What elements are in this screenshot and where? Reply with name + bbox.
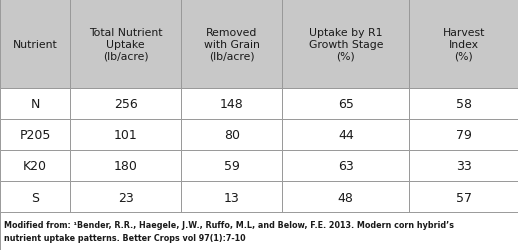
Bar — [0, 151, 70, 182]
Text: 256: 256 — [114, 98, 137, 111]
Bar — [282, 151, 409, 182]
Text: 180: 180 — [113, 160, 138, 173]
Text: 33: 33 — [456, 160, 471, 173]
Bar — [181, 89, 282, 120]
Bar — [70, 0, 181, 89]
Bar — [409, 0, 518, 89]
Bar — [181, 151, 282, 182]
Text: 58: 58 — [456, 98, 471, 111]
Text: Harvest
Index
(%): Harvest Index (%) — [442, 28, 485, 61]
Text: Nutrient: Nutrient — [12, 40, 57, 49]
Bar — [282, 89, 409, 120]
Text: 48: 48 — [338, 191, 354, 204]
Text: P205: P205 — [19, 129, 51, 142]
Bar — [409, 89, 518, 120]
Bar — [409, 120, 518, 151]
Bar — [70, 120, 181, 151]
Bar — [181, 120, 282, 151]
Bar — [409, 151, 518, 182]
Text: 44: 44 — [338, 129, 354, 142]
Bar — [0, 0, 70, 89]
Text: 59: 59 — [224, 160, 240, 173]
Text: Removed
with Grain
(lb/acre): Removed with Grain (lb/acre) — [204, 28, 260, 61]
Text: 65: 65 — [338, 98, 354, 111]
Text: 79: 79 — [456, 129, 471, 142]
Bar — [181, 0, 282, 89]
Text: Total Nutrient
Uptake
(lb/acre): Total Nutrient Uptake (lb/acre) — [89, 28, 162, 61]
Bar — [282, 0, 409, 89]
Bar — [0, 89, 70, 120]
Text: 148: 148 — [220, 98, 243, 111]
Bar — [0, 120, 70, 151]
Text: 13: 13 — [224, 191, 240, 204]
Text: 101: 101 — [114, 129, 137, 142]
Text: Modified from: ¹Bender, R.R., Haegele, J.W., Ruffo, M.L, and Below, F.E. 2013. M: Modified from: ¹Bender, R.R., Haegele, J… — [4, 220, 454, 242]
Text: 63: 63 — [338, 160, 354, 173]
Bar — [282, 120, 409, 151]
Text: 57: 57 — [456, 191, 471, 204]
Bar — [0, 182, 70, 213]
Bar — [409, 182, 518, 213]
Bar — [70, 151, 181, 182]
Text: S: S — [31, 191, 39, 204]
Text: 80: 80 — [224, 129, 240, 142]
Bar — [70, 182, 181, 213]
Text: 23: 23 — [118, 191, 134, 204]
Text: K20: K20 — [23, 160, 47, 173]
Text: Uptake by R1
Growth Stage
(%): Uptake by R1 Growth Stage (%) — [309, 28, 383, 61]
Text: N: N — [30, 98, 40, 111]
Bar — [70, 89, 181, 120]
Bar — [282, 182, 409, 213]
Bar — [0, 212, 518, 250]
Bar — [181, 182, 282, 213]
